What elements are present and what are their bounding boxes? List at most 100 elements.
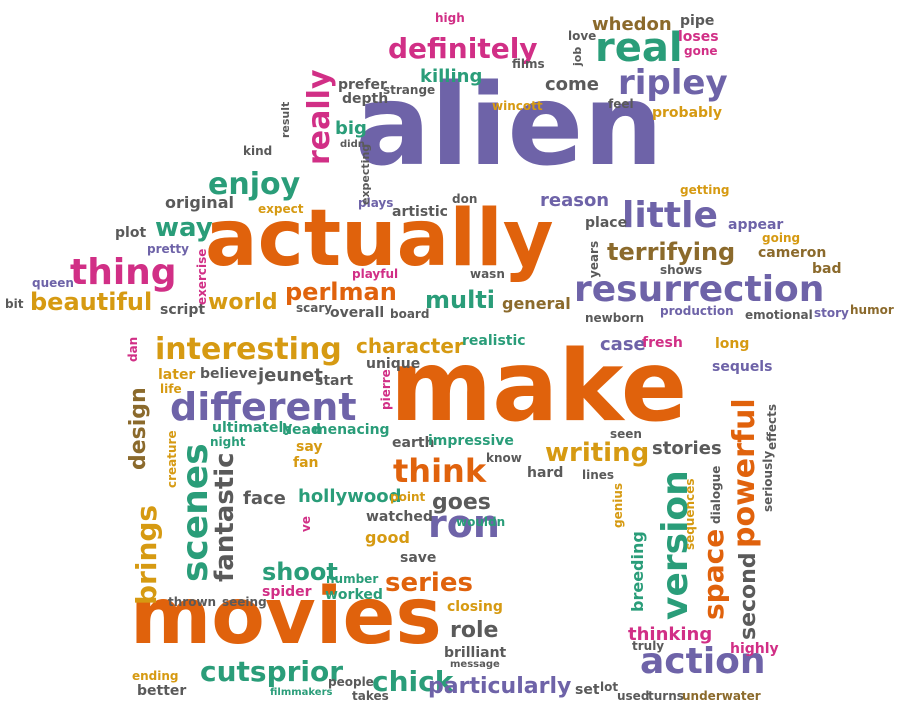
word-creature: creature <box>165 430 179 488</box>
word-people: people <box>328 675 374 689</box>
word-beautiful: beautiful <box>30 288 153 316</box>
word-jeunet: jeunet <box>258 365 323 386</box>
word-pipe: pipe <box>680 13 715 29</box>
word-powerful: powerful <box>727 398 762 548</box>
word-lot: lot <box>600 680 619 694</box>
word-perlman: perlman <box>285 278 397 306</box>
word-life: life <box>160 382 182 396</box>
word-scenes: scenes <box>175 443 216 582</box>
word-cameron: cameron <box>758 245 827 261</box>
word-dialogue: dialogue <box>709 465 723 524</box>
word-genius: genius <box>611 482 625 528</box>
word-strange: strange <box>383 83 436 97</box>
word-design: design <box>126 387 151 470</box>
word-general: general <box>502 294 571 313</box>
word-brings: brings <box>130 504 163 605</box>
word-writing: writing <box>545 438 650 468</box>
word-make: make <box>390 330 688 444</box>
word-ultimately: ultimately <box>212 420 293 436</box>
word-wasn: wasn <box>470 267 505 281</box>
word-highly: highly <box>730 641 779 657</box>
word-emotional: emotional <box>745 308 813 322</box>
word-ripley: ripley <box>618 63 728 103</box>
word-second: second <box>736 552 761 640</box>
word-movies: movies <box>130 572 442 662</box>
word-plot: plot <box>115 225 147 241</box>
word-shoot: shoot <box>262 558 338 586</box>
word-killing: killing <box>420 66 483 87</box>
word-believe: believe <box>200 366 258 382</box>
word-number: number <box>326 572 379 586</box>
word-fresh: fresh <box>642 335 683 351</box>
word-stories: stories <box>652 438 722 459</box>
word-fan: fan <box>293 455 319 471</box>
word-action: action <box>640 641 766 682</box>
word-chick: chick <box>372 665 454 698</box>
word-interesting: interesting <box>155 332 342 367</box>
word-takes: takes <box>352 689 389 703</box>
word-result: result <box>279 101 292 138</box>
word-message: message <box>450 659 500 670</box>
word-different: different <box>170 385 357 429</box>
word-bit: bit <box>5 297 24 311</box>
word-wincott: wincott <box>492 99 543 113</box>
word-thinking: thinking <box>628 624 713 645</box>
word-ve: ve <box>299 516 313 532</box>
word-sequences: sequences <box>683 478 697 551</box>
word-newborn: newborn <box>585 311 645 325</box>
word-point: point <box>390 490 426 504</box>
word-didn: didn <box>340 139 365 150</box>
word-say: say <box>296 439 323 455</box>
word-depth: depth <box>342 91 389 107</box>
word-role: role <box>450 618 499 643</box>
word-prefer: prefer <box>338 77 387 93</box>
word-ron: ron <box>428 502 500 546</box>
word-appear: appear <box>728 217 784 233</box>
word-come: come <box>545 74 599 95</box>
word-exercise: exercise <box>195 248 209 305</box>
word-better: better <box>137 683 187 699</box>
word-expecting: expecting <box>359 143 372 205</box>
word-later: later <box>158 367 196 383</box>
word-wouldn: wouldn <box>456 515 506 529</box>
word-character: character <box>356 334 464 358</box>
word-queen: queen <box>32 276 74 290</box>
word-resurrection: resurrection <box>574 269 825 310</box>
word-gone: gone <box>684 44 718 58</box>
word-job: job <box>571 46 584 66</box>
word-save: save <box>400 550 437 566</box>
word-reason: reason <box>540 190 610 211</box>
word-know: know <box>486 451 522 465</box>
word-dan: dan <box>126 336 140 362</box>
word-worked: worked <box>325 587 383 603</box>
word-particularly: particularly <box>428 674 572 699</box>
word-pierre: pierre <box>379 369 393 410</box>
word-unique: unique <box>366 356 421 372</box>
word-sequels: sequels <box>712 359 773 375</box>
word-underwater: underwater <box>682 689 761 703</box>
word-playful: playful <box>352 267 399 281</box>
word-case: case <box>600 334 646 355</box>
word-loses: loses <box>678 29 719 45</box>
word-don: don <box>452 192 478 206</box>
word-expect: expect <box>258 202 304 216</box>
word-seriously: seriously <box>761 450 775 512</box>
word-breeding: breeding <box>628 531 647 612</box>
word-think: think <box>393 452 487 490</box>
word-seen: seen <box>610 427 642 441</box>
word-feel: feel <box>608 97 634 111</box>
word-night: night <box>210 435 246 449</box>
word-board: board <box>390 307 430 321</box>
word-hard: hard <box>527 465 564 481</box>
word-big: big <box>335 118 367 139</box>
word-thrown: thrown <box>168 595 217 609</box>
word-place: place <box>585 215 628 231</box>
word-filmmakers: filmmakers <box>270 687 333 698</box>
word-seeing: seeing <box>222 595 267 609</box>
word-hollywood: hollywood <box>298 486 402 507</box>
word-overall: overall <box>330 305 385 321</box>
word-humor: humor <box>850 303 894 317</box>
word-effects: effects <box>765 404 779 450</box>
word-really: really <box>302 69 337 165</box>
word-terrifying: terrifying <box>607 238 736 266</box>
